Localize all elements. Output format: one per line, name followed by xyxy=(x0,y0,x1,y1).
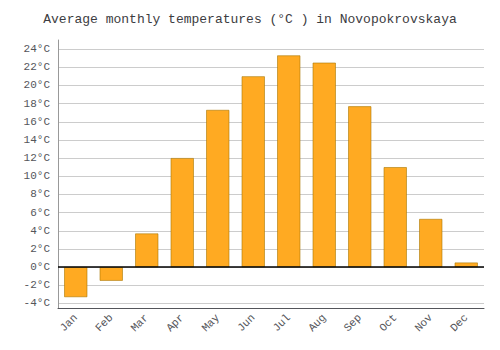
svg-text:0°C: 0°C xyxy=(30,261,50,273)
svg-text:24°C: 24°C xyxy=(24,43,51,55)
svg-text:18°C: 18°C xyxy=(24,98,51,110)
svg-text:14°C: 14°C xyxy=(24,134,51,146)
svg-text:4°C: 4°C xyxy=(30,225,50,237)
svg-text:Feb: Feb xyxy=(93,312,115,334)
svg-text:Jun: Jun xyxy=(235,312,257,334)
svg-text:Average monthly temperatures (: Average monthly temperatures (°C ) in No… xyxy=(43,12,457,27)
svg-text:Nov: Nov xyxy=(413,311,436,334)
svg-text:10°C: 10°C xyxy=(24,170,51,182)
svg-text:Sep: Sep xyxy=(342,312,364,334)
svg-text:Aug: Aug xyxy=(306,312,328,334)
svg-text:Mar: Mar xyxy=(129,312,151,334)
svg-text:16°C: 16°C xyxy=(24,116,51,128)
svg-text:2°C: 2°C xyxy=(30,243,50,255)
svg-text:Jul: Jul xyxy=(271,312,293,334)
svg-text:Apr: Apr xyxy=(164,312,186,334)
svg-text:-4°C: -4°C xyxy=(24,297,51,309)
svg-text:Dec: Dec xyxy=(448,312,470,334)
svg-text:8°C: 8°C xyxy=(30,188,50,200)
svg-text:6°C: 6°C xyxy=(30,207,50,219)
svg-text:Oct: Oct xyxy=(377,312,399,334)
svg-text:22°C: 22°C xyxy=(24,61,51,73)
svg-text:May: May xyxy=(200,311,223,334)
svg-text:-2°C: -2°C xyxy=(24,279,51,291)
svg-text:12°C: 12°C xyxy=(24,152,51,164)
svg-text:Jan: Jan xyxy=(58,312,80,334)
svg-text:20°C: 20°C xyxy=(24,79,51,91)
